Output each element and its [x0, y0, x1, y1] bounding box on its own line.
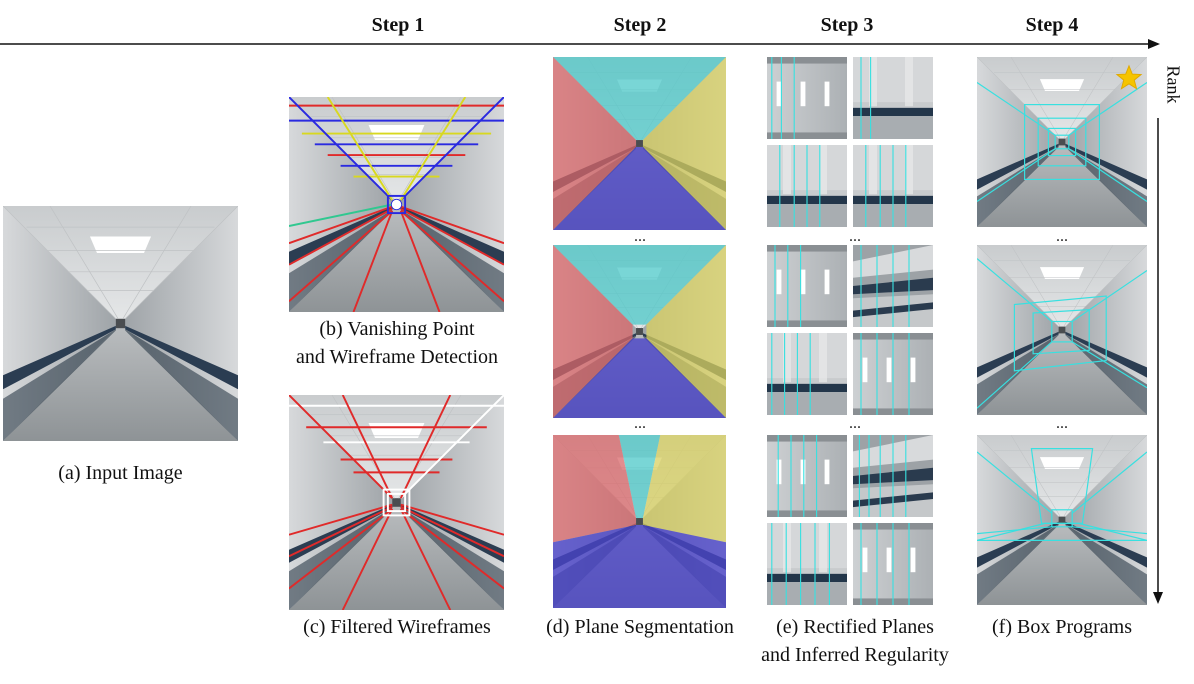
rectified-plane-tile	[767, 523, 847, 605]
rectified-plane-tile	[853, 333, 933, 415]
caption-f: (f) Box Programs	[992, 616, 1132, 638]
rank-arrow	[1153, 118, 1163, 604]
ellipsis-f-2: ...	[1056, 415, 1068, 432]
box-program-3	[977, 435, 1147, 605]
rectified-plane-tile	[767, 145, 847, 227]
rectified-plane-tile	[767, 333, 847, 415]
caption-d: (d) Plane Segmentation	[546, 616, 734, 638]
step-2-label: Step 2	[613, 14, 667, 36]
star-icon	[1115, 64, 1143, 90]
step-4-label: Step 4	[1025, 14, 1079, 36]
plane-segmentation-2	[553, 245, 726, 418]
rectified-plane-tile	[767, 57, 847, 139]
caption-c: (c) Filtered Wireframes	[303, 616, 491, 638]
plane-segmentation-3	[553, 435, 726, 608]
rectified-plane-tile	[853, 57, 933, 139]
ellipsis-d-2: ...	[634, 415, 646, 432]
caption-e-line1: (e) Rectified Planes	[776, 616, 934, 638]
rank-label: Rank	[1163, 65, 1184, 104]
ellipsis-e-2: ...	[849, 415, 861, 432]
rectified-plane-tile	[853, 523, 933, 605]
caption-e-line2: and Inferred Regularity	[761, 644, 949, 666]
filtered-wireframes-image	[289, 395, 504, 610]
input-image	[3, 206, 238, 441]
caption-a: (a) Input Image	[58, 462, 183, 484]
step-1-label: Step 1	[371, 14, 425, 36]
caption-b-line2: and Wireframe Detection	[295, 346, 499, 368]
ellipsis-d-1: ...	[634, 228, 646, 245]
rectified-plane-tile	[853, 145, 933, 227]
box-program-2	[977, 245, 1147, 415]
ellipsis-f-1: ...	[1056, 228, 1068, 245]
rectified-plane-tile	[767, 435, 847, 517]
rectified-plane-tile	[767, 245, 847, 327]
rectified-plane-tile	[853, 435, 933, 517]
wireframe-detection-image	[289, 97, 504, 312]
box-program-1	[977, 57, 1147, 227]
caption-b-line1: (b) Vanishing Point	[319, 318, 475, 340]
plane-segmentation-1	[553, 57, 726, 230]
step-3-label: Step 3	[820, 14, 874, 36]
timeline-arrow	[0, 39, 1160, 49]
rectified-plane-tile	[853, 245, 933, 327]
ellipsis-e-1: ...	[849, 228, 861, 245]
